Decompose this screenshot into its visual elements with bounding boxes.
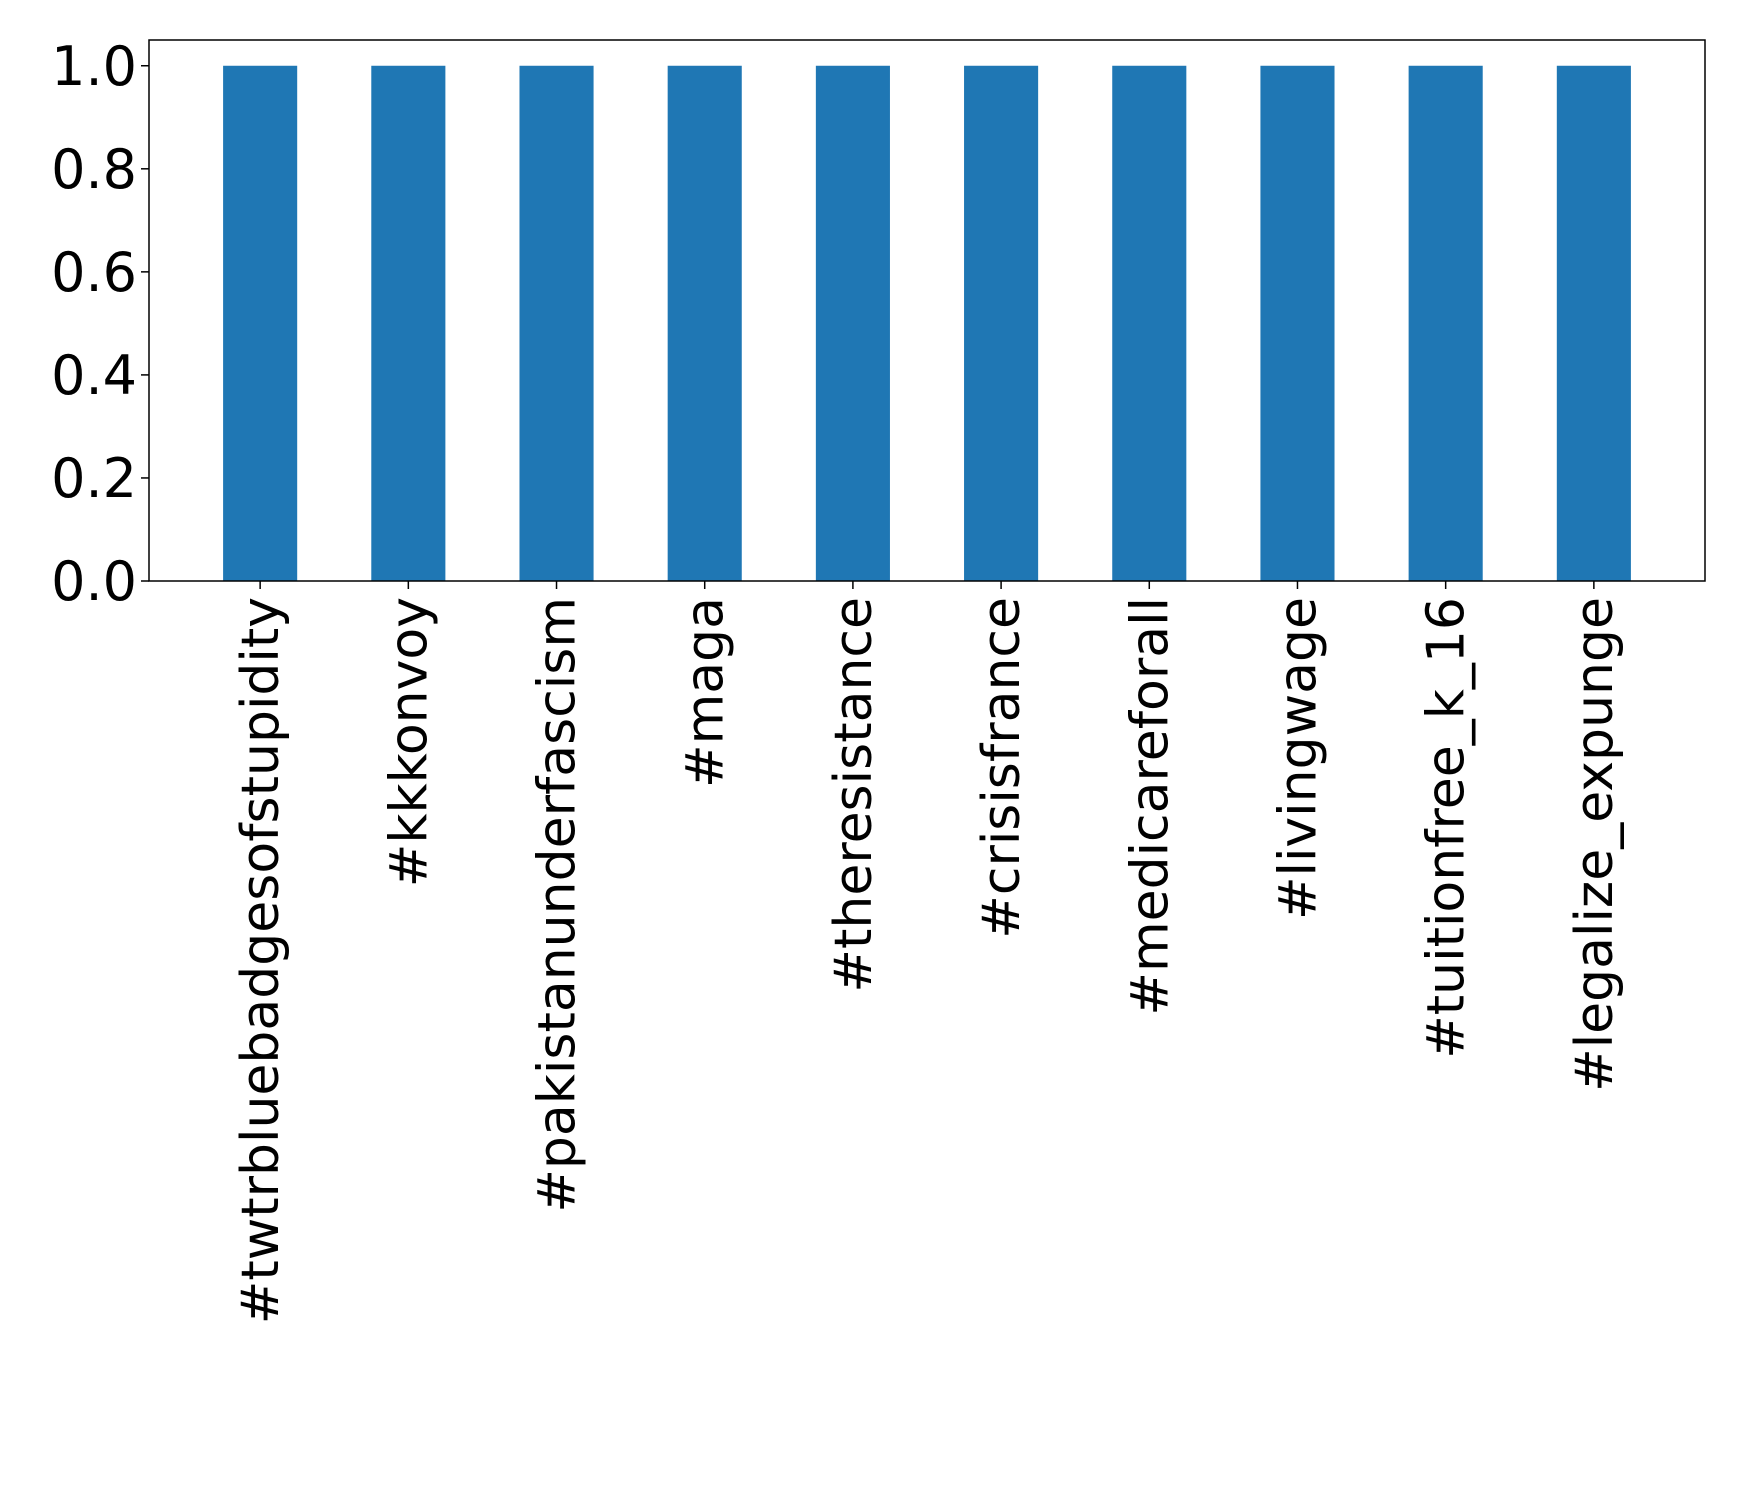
bars-layer [223, 65, 1631, 581]
bar-twtrbluebadgesofstupidity [223, 65, 298, 581]
bar-livingwage [1260, 65, 1335, 581]
x-tick-label: #maga [676, 597, 736, 788]
x-tick-label: #livingwage [1268, 597, 1328, 920]
x-tick-label: #theresistance [824, 597, 884, 993]
axes-frame [148, 39, 1706, 582]
y-tick-label: 0.4 [51, 344, 137, 407]
x-tick-label: #tuitionfree_k_16 [1417, 597, 1477, 1059]
x-tick-label: #legalize_expunge [1565, 597, 1625, 1092]
y-axis: 0.0 0.2 0.4 0.6 0.8 1.0 [51, 35, 149, 613]
bar-legalize-expunge [1556, 65, 1631, 581]
bar-medicareforall [1112, 65, 1187, 581]
bar-theresistance [815, 65, 890, 581]
y-tick-label: 0.0 [51, 550, 137, 613]
bar-kkkonvoy [371, 65, 446, 581]
bar-pakistanunderfascism [519, 65, 594, 581]
y-tick-label: 0.2 [51, 447, 137, 510]
x-tick-label: #kkkonvoy [379, 597, 439, 887]
bar-tuitionfree-k-16 [1408, 65, 1483, 581]
x-tick-label: #pakistanunderfascism [528, 597, 588, 1213]
x-axis: #twtrbluebadgesofstupidity #kkkonvoy #paki… [231, 581, 1625, 1324]
x-tick-label: #twtrbluebadgesofstupidity [231, 597, 291, 1324]
y-tick-label: 0.6 [51, 241, 137, 304]
bar-crisisfrance [964, 65, 1039, 581]
y-tick-label: 0.8 [51, 138, 137, 201]
y-tick-label: 1.0 [51, 35, 137, 98]
bar-maga [667, 65, 742, 581]
x-tick-label: #medicareforall [1120, 597, 1180, 1016]
x-tick-label: #crisisfrance [972, 597, 1032, 939]
